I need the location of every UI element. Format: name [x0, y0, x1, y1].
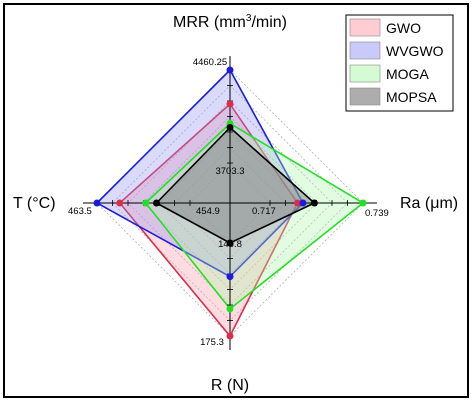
axis-outer-label-t: 463.5 [68, 206, 92, 217]
data-point-gwo [116, 199, 124, 207]
axis-title-t: T (°C) [13, 195, 56, 212]
data-point-gwo [226, 332, 234, 340]
data-point-wvgwo [93, 199, 101, 207]
axis-title-mrr: MRR (mm3/min) [173, 13, 287, 31]
legend-label-gwo: GWO [386, 20, 421, 36]
data-point-mopsa [226, 124, 234, 132]
data-point-moga [226, 305, 234, 313]
data-point-moga [359, 199, 367, 207]
legend-swatch-moga [349, 64, 381, 83]
legend-swatch-mopsa [349, 87, 381, 106]
axis-inner-label-mrr: 3703.3 [215, 166, 244, 177]
figure-border [3, 3, 469, 398]
axis-labels: MRR (mm3/min) 3703.3 4460.25 Ra (μm) 0.717 0.… [13, 13, 458, 394]
data-point-wvgwo [226, 273, 234, 281]
series-points [93, 66, 367, 340]
axis-outer-label-mrr: 4460.25 [193, 57, 227, 68]
data-point-gwo [226, 100, 234, 108]
axis-inner-label-t: 454.9 [196, 206, 220, 217]
axis-title-r: R (N) [211, 377, 249, 394]
data-point-wvgwo [226, 66, 234, 74]
data-point-mopsa [310, 199, 318, 207]
data-point-mopsa [152, 199, 160, 207]
legend-swatch-gwo [349, 18, 381, 37]
axis-title-ra: Ra (μm) [400, 195, 458, 212]
legend-label-mopsa: MOPSA [386, 89, 437, 105]
axis-inner-label-r: 146.8 [218, 239, 242, 250]
data-point-mopsa [226, 239, 234, 247]
axis-outer-label-r: 175.3 [200, 337, 224, 348]
axis-inner-label-ra: 0.717 [252, 206, 276, 217]
data-point-wvgwo [299, 199, 307, 207]
legend-label-wvgwo: WVGWO [386, 43, 444, 59]
axis-outer-label-ra: 0.739 [365, 208, 389, 219]
data-point-moga [142, 199, 150, 207]
legend-swatch-wvgwo [349, 41, 381, 60]
legend: GWO WVGWO MOGA MOPSA [345, 14, 454, 112]
legend-label-moga: MOGA [386, 66, 429, 82]
